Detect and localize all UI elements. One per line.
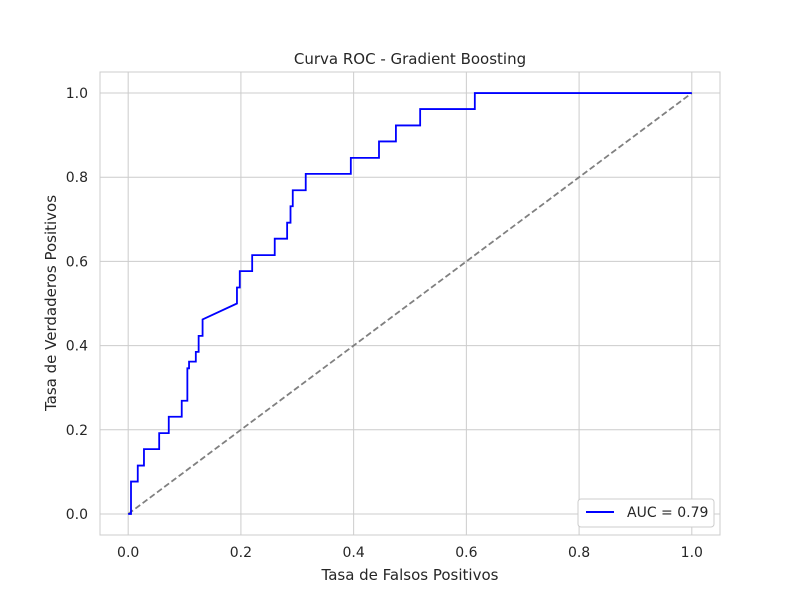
x-tick-label: 1.0 xyxy=(681,545,703,561)
x-tick-label: 0.8 xyxy=(568,545,590,561)
roc-curve-line xyxy=(128,92,692,515)
y-tick-label: 1.0 xyxy=(66,86,88,102)
legend-box xyxy=(577,498,715,528)
chance-diagonal-line xyxy=(127,92,693,515)
x-tick-label: 0.6 xyxy=(455,545,477,561)
x-tick-label: 0.4 xyxy=(343,545,365,561)
y-tick-label: 0.0 xyxy=(66,507,88,523)
x-axis-title: Tasa de Falsos Positivos xyxy=(321,566,499,584)
plot-frame xyxy=(99,71,721,536)
legend: AUC = 0.79 xyxy=(577,498,715,528)
tick-labels: 0.0 0.2 0.4 0.6 0.8 1.0 0.0 0.2 0.4 0.6 0.8 1.0 xyxy=(66,86,703,561)
x-tick-label: 0.0 xyxy=(117,545,139,561)
y-axis-title: Tasa de Verdaderos Positivos xyxy=(42,195,60,412)
legend-label: AUC = 0.79 xyxy=(627,505,708,521)
grid xyxy=(100,72,720,535)
x-tick-label: 0.2 xyxy=(230,545,252,561)
y-tick-label: 0.6 xyxy=(66,254,88,270)
y-tick-label: 0.4 xyxy=(66,339,88,355)
chart-title: Curva ROC - Gradient Boosting xyxy=(294,50,526,68)
y-tick-label: 0.2 xyxy=(66,423,88,439)
series-layer xyxy=(127,92,693,515)
y-tick-label: 0.8 xyxy=(66,170,88,186)
